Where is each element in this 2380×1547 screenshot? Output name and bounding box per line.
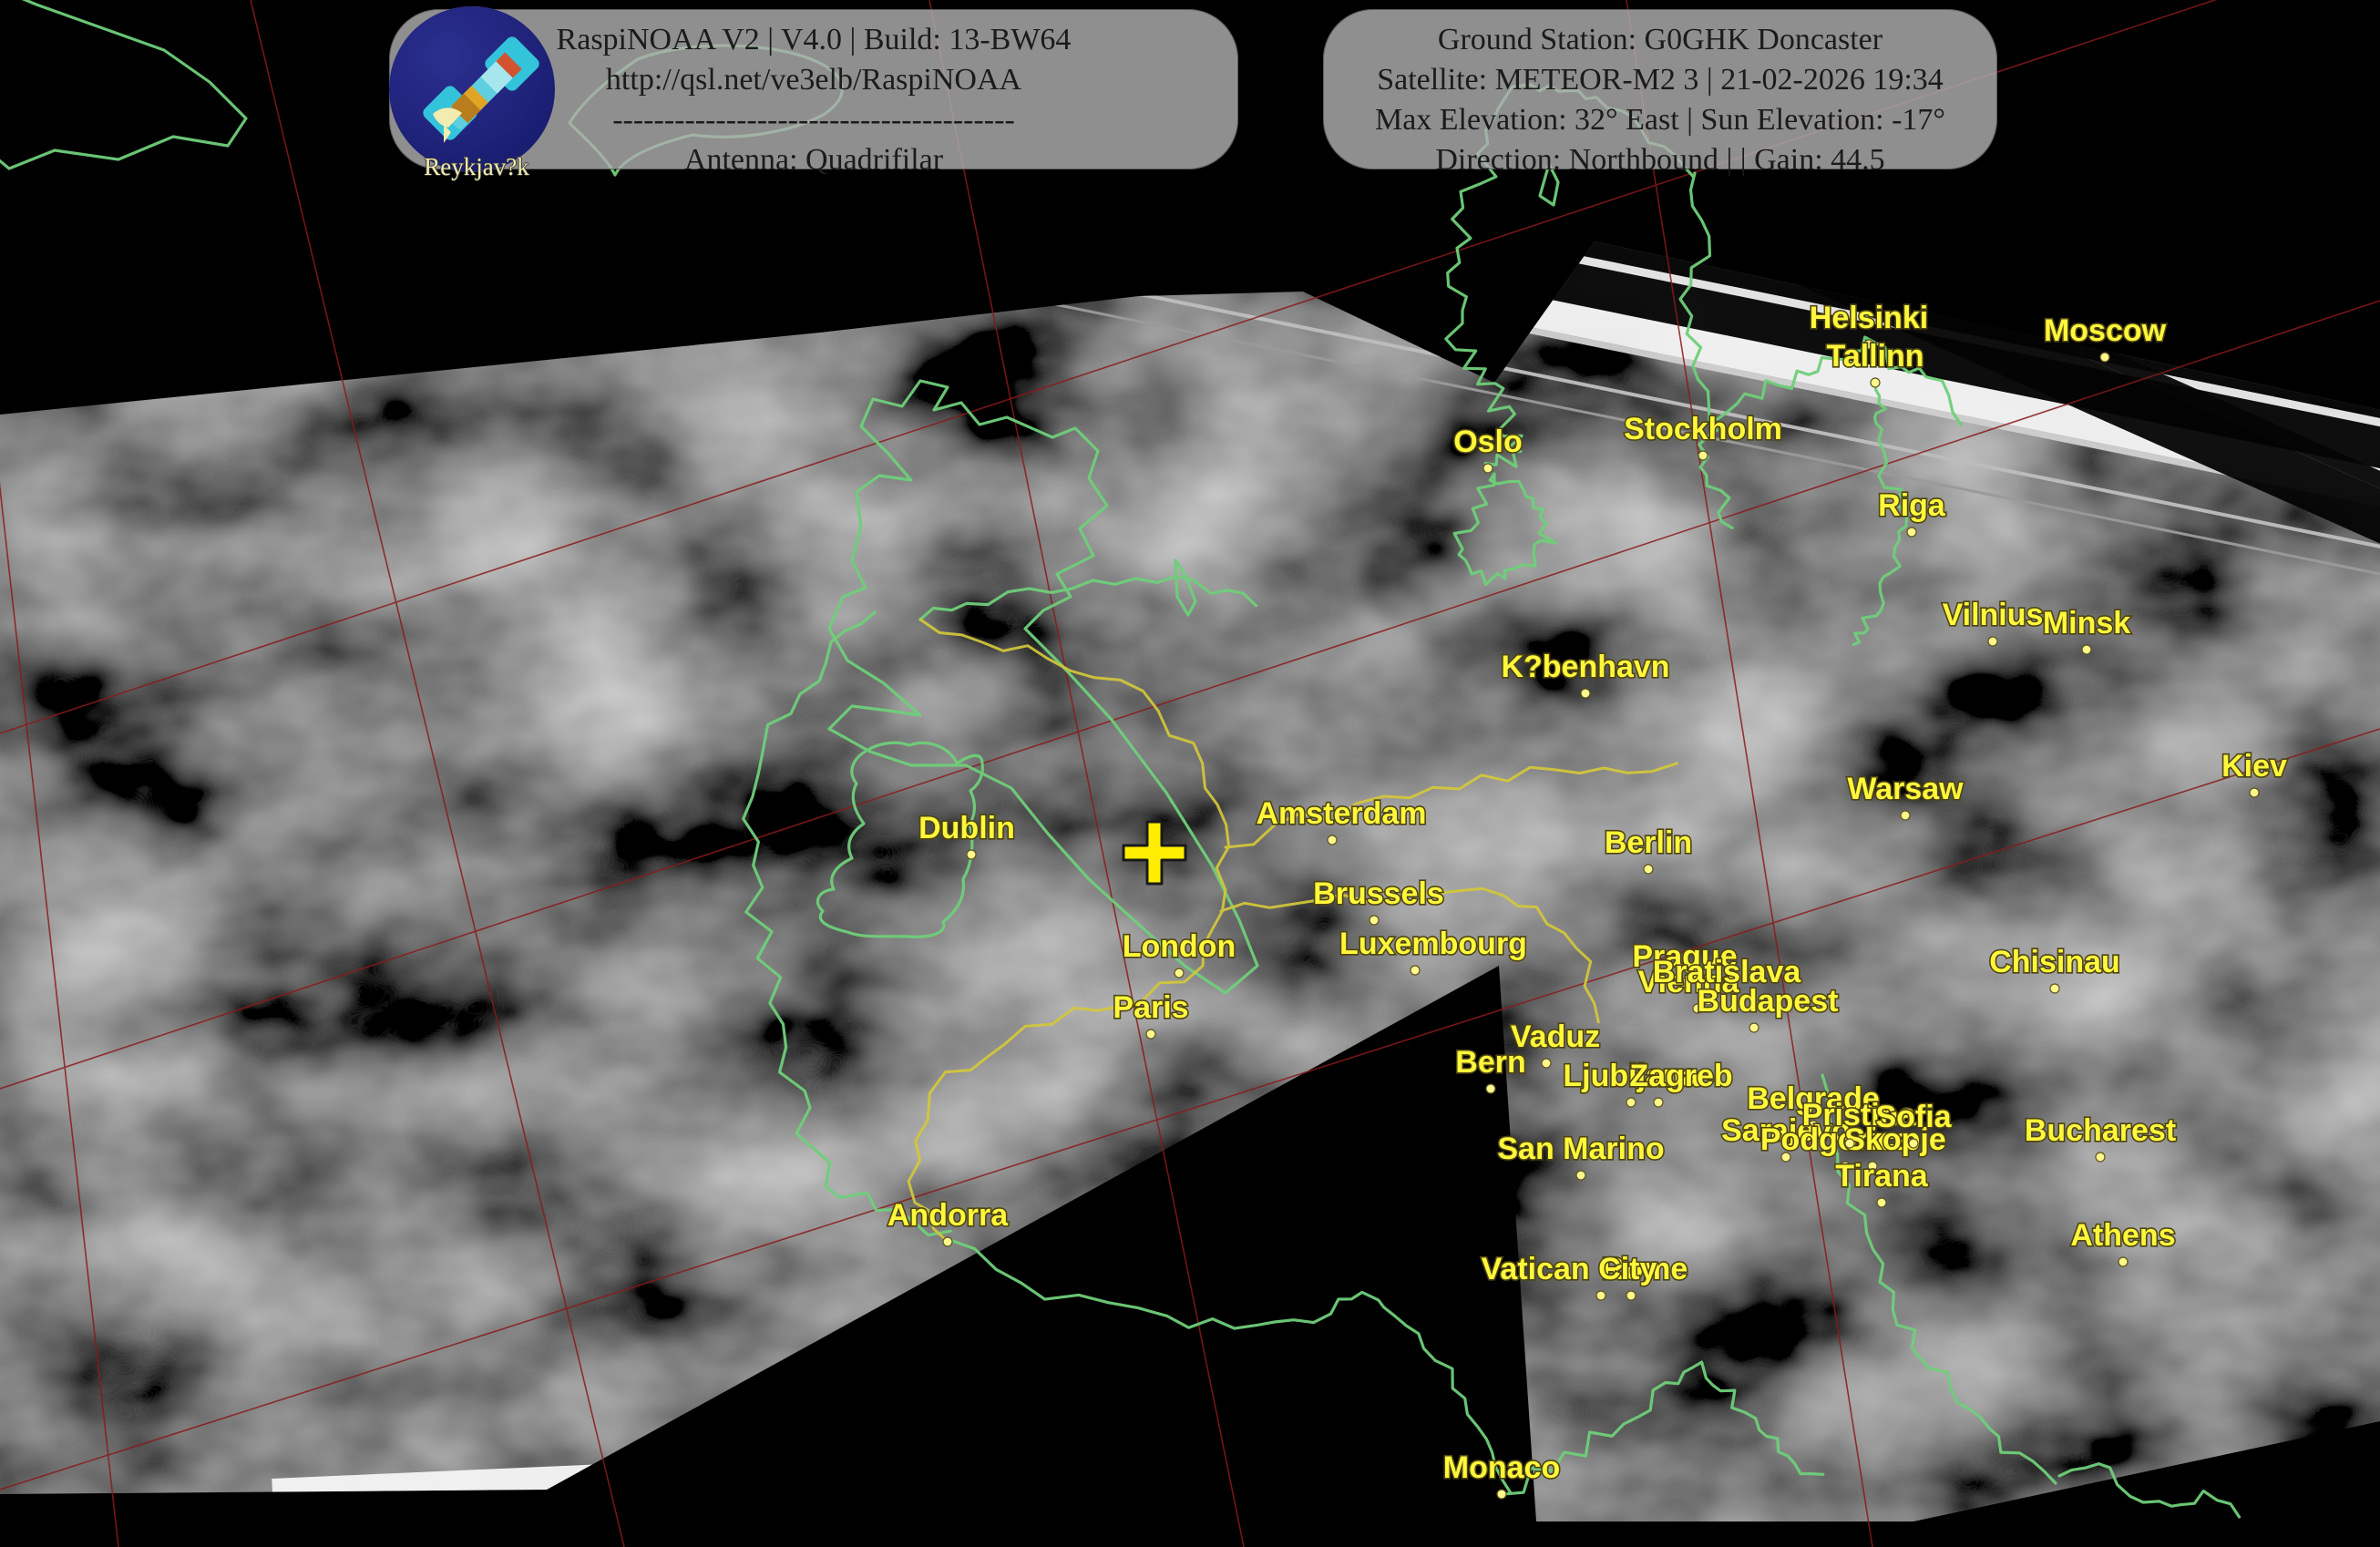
svg-text:Tallinn: Tallinn [1826,339,1923,374]
svg-text:San Marino: San Marino [1497,1132,1664,1166]
svg-text:London: London [1123,929,1236,964]
svg-text:Amsterdam: Amsterdam [1256,796,1426,831]
svg-text:Berlin: Berlin [1605,825,1692,860]
svg-text:Bucharest: Bucharest [2025,1113,2176,1148]
svg-text:Riga: Riga [1878,488,1946,523]
svg-text:Oslo: Oslo [1453,425,1523,459]
svg-text:Andorra: Andorra [887,1198,1009,1233]
svg-text:Zagreb: Zagreb [1629,1059,1732,1093]
svg-text:Kiev: Kiev [2221,749,2287,784]
svg-text:Tirana: Tirana [1835,1159,1929,1194]
svg-text:Warsaw: Warsaw [1847,772,1964,806]
svg-text:Dublin: Dublin [918,811,1015,845]
svg-text:Moscow: Moscow [2044,313,2167,348]
svg-text:Vaduz: Vaduz [1511,1019,1600,1054]
svg-text:Monaco: Monaco [1443,1450,1560,1485]
svg-text:Athens: Athens [2070,1218,2175,1253]
svg-text:Sofia: Sofia [1875,1100,1952,1134]
svg-text:Minsk: Minsk [2043,606,2130,640]
svg-text:Stockholm: Stockholm [1624,412,1782,446]
svg-text:Budapest: Budapest [1698,984,1839,1019]
svg-text:Paris: Paris [1113,990,1188,1025]
svg-text:Luxembourg: Luxembourg [1339,927,1527,961]
svg-text:Chisinau: Chisinau [1989,945,2120,979]
svg-text:Vatican City: Vatican City [1482,1252,1657,1286]
svg-text:Vilnius: Vilnius [1943,598,2044,632]
svg-text:Helsinki: Helsinki [1810,301,1928,335]
svg-text:K?benhavn: K?benhavn [1501,650,1669,684]
svg-text:Brussels: Brussels [1313,876,1444,911]
